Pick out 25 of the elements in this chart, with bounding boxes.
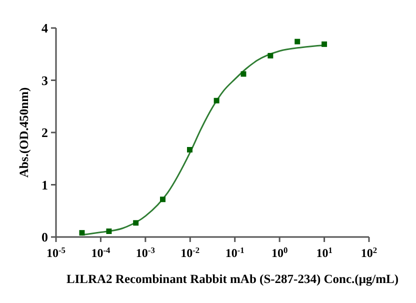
point — [106, 228, 112, 234]
x-tick-label: 10$^{0}$ — [271, 246, 288, 260]
x-tick-label: 10$^{-2}$ — [180, 246, 200, 260]
y-tick-label: 4 — [42, 20, 48, 36]
point — [322, 41, 328, 47]
point — [294, 38, 300, 44]
y-axis-title: Abs.(OD.450nm) — [17, 87, 31, 178]
x-tick-label: 10$^{1}$ — [316, 246, 332, 260]
y-tick-label: 3 — [42, 72, 48, 88]
point — [268, 52, 274, 58]
y-tick-label: 1 — [42, 177, 48, 192]
x-tick-label: 10$^{-1}$ — [225, 246, 244, 260]
point — [187, 147, 192, 152]
point — [79, 230, 85, 236]
point — [240, 71, 246, 77]
x-axis-title: LILRA2 Recombinant Rabbit mAb (S-287-234) Conc.(μg/mL) — [66, 272, 399, 286]
x-tick-label: 10$^{2}$ — [360, 246, 378, 260]
y-tick-label: 2 — [42, 125, 48, 140]
point — [160, 196, 166, 202]
x-tick-label: 10$^{-3}$ — [136, 246, 155, 260]
y-tick-label: 0 — [42, 230, 48, 244]
x-tick-label: 10$^{-4}$ — [91, 246, 112, 260]
point — [214, 98, 220, 104]
point — [133, 220, 139, 226]
x-tick-label: 10$^{-5}$ — [46, 246, 66, 260]
